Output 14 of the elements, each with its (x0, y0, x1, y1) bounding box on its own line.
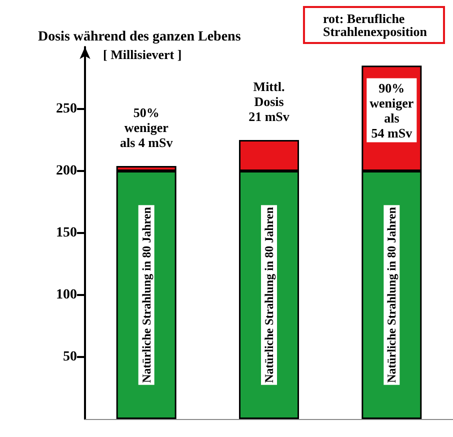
annotation: Mittl. Dosis 21 mSv (248, 79, 290, 124)
y-tick-label: 50 (63, 350, 77, 364)
y-tick-label: 150 (56, 226, 77, 240)
text: rot: Berufliche Strahlenexposition (322, 11, 428, 39)
series-label: Natürliche Strahlung in 80 Jahren (139, 206, 154, 383)
y-axis-title: [ Millisievert ] (103, 47, 182, 62)
text: Natürliche Strahlung in 80 Jahren (384, 207, 399, 383)
annotation: 50% weniger als 4 mSv (120, 105, 174, 150)
y-tick-label: 250 (56, 102, 77, 116)
text: Natürliche Strahlung in 80 Jahren (262, 207, 276, 383)
chart-title: Dosis während des ganzen Lebens (38, 30, 242, 44)
y-tick-label: 200 (56, 164, 77, 178)
y-tick-label: 100 (56, 288, 77, 302)
annotation: 90% weniger als 54 mSv (370, 80, 414, 140)
